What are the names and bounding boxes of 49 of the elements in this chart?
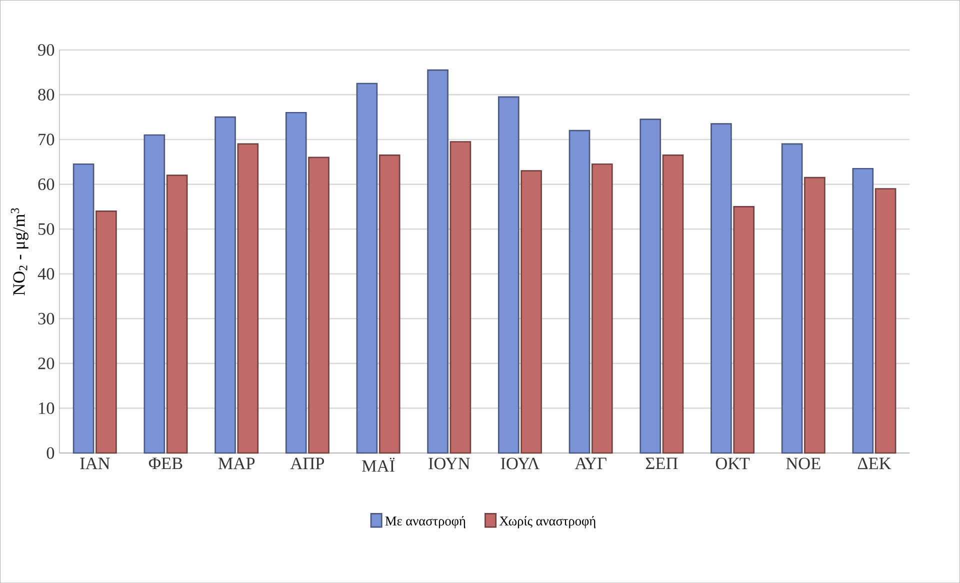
x-tick-label: ΝΟΕ — [786, 458, 820, 470]
bar — [378, 154, 400, 454]
y-tick-label: 0 — [46, 447, 54, 459]
legend-label: Χωρίς αναστροφή — [499, 516, 596, 528]
bar — [662, 154, 684, 454]
bar — [237, 143, 259, 454]
bar — [498, 96, 520, 454]
x-tick-label: ΦΕΒ — [148, 458, 182, 469]
x-tick-label: ΟΚΤ — [716, 458, 750, 470]
bar — [144, 134, 166, 454]
bar — [804, 176, 826, 454]
y-tick-label: 70 — [38, 134, 54, 146]
bar — [710, 123, 732, 454]
bar — [852, 168, 874, 454]
x-tick-label: ΔΕΚ — [858, 458, 892, 469]
bar — [72, 163, 94, 454]
bar — [285, 112, 307, 454]
y-tick-label: 30 — [38, 312, 54, 324]
bar — [214, 116, 236, 454]
x-tick-label: ΙΟΥΛ — [500, 458, 540, 470]
x-tick-label: ΑΥΓ — [574, 458, 606, 469]
bar — [427, 69, 448, 454]
bar — [568, 130, 590, 454]
bar — [308, 156, 330, 454]
x-tick-label: ΜΑΪ — [362, 458, 395, 472]
x-tick-label: ΙΑΝ — [80, 458, 110, 469]
x-tick-label: ΜΑΡ — [218, 458, 255, 469]
bar — [520, 170, 542, 454]
x-tick-label: ΑΠΡ — [290, 458, 324, 469]
x-tick-label: ΣΕΠ — [646, 458, 678, 469]
y-tick-label: 90 — [38, 44, 54, 56]
y-tick-label: 10 — [39, 402, 54, 414]
y-tick-label: 40 — [38, 268, 54, 280]
x-tick-label: ΙΟΥΝ — [428, 458, 470, 470]
bar — [874, 188, 896, 454]
y-tick-label: 20 — [38, 358, 54, 370]
bar — [733, 206, 755, 454]
y-tick-label: 50 — [38, 223, 54, 235]
bar — [356, 82, 378, 454]
bar — [781, 143, 803, 454]
legend-label: Με αναστροφή — [385, 516, 466, 528]
bar — [166, 174, 188, 454]
bar — [591, 163, 613, 454]
y-tick-label: 80 — [38, 88, 54, 100]
bar — [450, 140, 472, 454]
y-tick-label: 60 — [38, 178, 54, 190]
bar — [96, 210, 117, 454]
bar — [640, 118, 662, 454]
y-axis-title: NO$_{2}$ - μg/m$^{3}$ — [10, 208, 28, 296]
